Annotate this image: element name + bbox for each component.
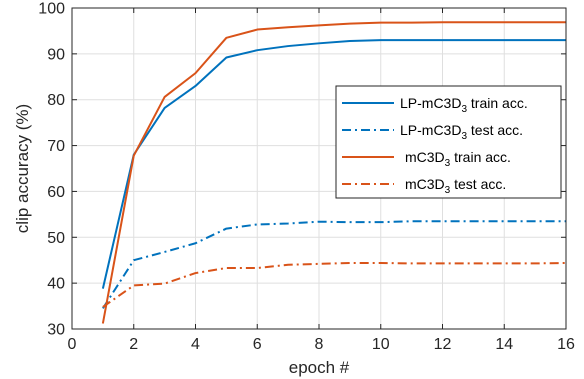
- y-tick-label: 60: [47, 184, 65, 201]
- x-tick-label: 12: [434, 336, 452, 353]
- y-tick-label: 70: [47, 138, 65, 155]
- x-tick-label: 10: [372, 336, 390, 353]
- series-group: [101, 21, 567, 324]
- x-tick-label: 0: [68, 336, 77, 353]
- legend: LP-mC3D3 train acc. LP-mC3D3 test acc. mC3…: [335, 85, 562, 199]
- x-axis-label: epoch #: [289, 358, 350, 377]
- x-tick-label: 8: [315, 336, 324, 353]
- y-tick-label: 100: [38, 1, 65, 18]
- x-tick-label: 6: [253, 336, 262, 353]
- y-tick-label: 40: [47, 276, 65, 293]
- y-tick-label: 30: [47, 322, 65, 339]
- x-tick-label: 16: [557, 336, 575, 353]
- legend-label-3: mC3D3 train acc.: [405, 149, 511, 169]
- legend-label-4: mC3D3 test acc.: [405, 176, 506, 196]
- y-tick-label: 50: [47, 230, 65, 247]
- legend-box: [335, 85, 562, 199]
- x-tick-label: 14: [495, 336, 513, 353]
- tick-labels: 0 2 4 6 8 10 12 14 16 30 40 50 60 70 80 90 100: [38, 1, 575, 354]
- legend-label-1: LP-mC3D3 train acc.: [400, 95, 528, 115]
- x-tick-label: 4: [191, 336, 200, 353]
- legend-label-2: LP-mC3D3 test acc.: [400, 122, 523, 142]
- y-tick-label: 90: [47, 46, 65, 63]
- series-line-3: [101, 21, 566, 324]
- series-line-1: [101, 39, 566, 289]
- y-tick-label: 80: [47, 92, 65, 109]
- series-line-2: [102, 220, 566, 309]
- axes: [71, 7, 567, 330]
- y-axis-label: clip accuracy (%): [13, 104, 32, 233]
- series-line-4: [102, 261, 567, 308]
- x-tick-label: 2: [129, 336, 138, 353]
